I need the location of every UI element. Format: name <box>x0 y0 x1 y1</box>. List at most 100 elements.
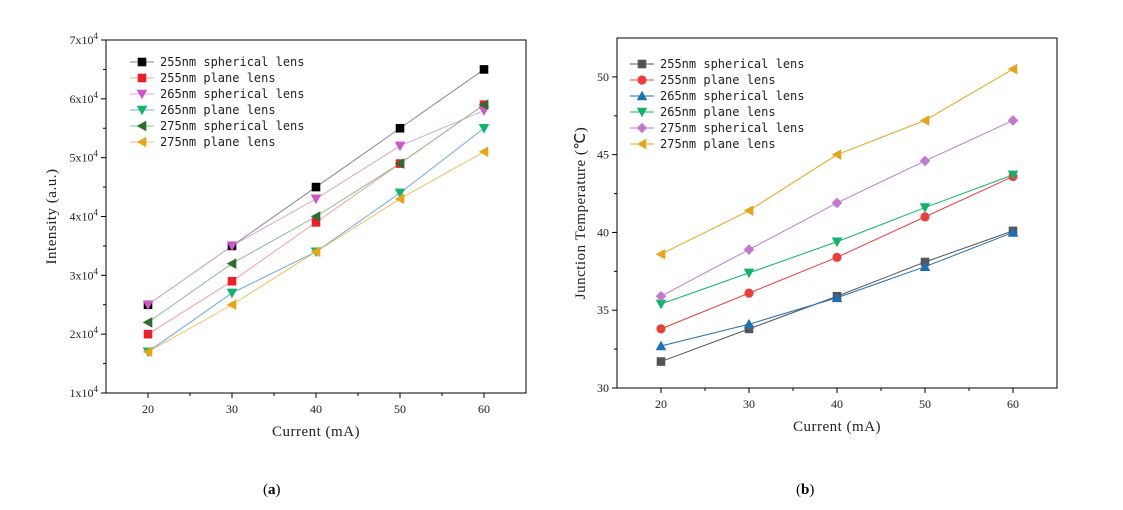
y-axis-label: Intensity (a.u.) <box>44 169 60 265</box>
caption-b-letter: b <box>801 482 810 498</box>
data-point-275nm-spherical-lens <box>1007 115 1019 126</box>
data-point-255nm-plane-lens <box>920 212 930 222</box>
data-point-265nm-plane-lens <box>1007 170 1019 181</box>
x-tick-label: 40 <box>831 397 843 411</box>
y-tick-label: 40 <box>597 225 609 239</box>
data-point-265nm-plane-lens <box>478 123 490 134</box>
data-point-265nm-spherical-lens <box>655 340 667 351</box>
data-point-275nm-plane-lens <box>226 299 237 311</box>
y-tick-base: 4x10 <box>70 210 94 224</box>
y-tick-base: 5x10 <box>70 151 94 165</box>
legend-label: 255nm plane lens <box>660 73 776 87</box>
legend-marker <box>136 120 147 132</box>
caption-a-letter: a <box>268 482 276 498</box>
data-point-275nm-spherical-lens <box>310 211 321 222</box>
data-point-275nm-spherical-lens <box>142 317 153 328</box>
legend-label: 265nm spherical lens <box>160 87 305 101</box>
x-tick-label: 30 <box>743 397 755 411</box>
y-tick-label: 4x104 <box>70 208 99 224</box>
data-point-255nm-plane-lens <box>143 329 153 339</box>
data-point-275nm-spherical-lens <box>226 258 237 269</box>
legend-label: 265nm spherical lens <box>660 89 805 103</box>
x-tick-label: 60 <box>478 402 490 416</box>
data-point-275nm-plane-lens <box>478 146 489 158</box>
y-tick-label: 2x104 <box>70 325 99 341</box>
legend-marker <box>136 136 147 148</box>
y-tick-label: 35 <box>597 303 609 317</box>
legend-marker <box>637 75 647 85</box>
y-tick-base: 6x10 <box>70 92 94 106</box>
y-tick-base: 2x10 <box>70 327 94 341</box>
legend-label: 265nm plane lens <box>660 105 776 119</box>
x-tick-label: 40 <box>310 402 322 416</box>
data-point-255nm-spherical-lens <box>479 65 489 74</box>
data-point-255nm-spherical-lens <box>395 123 405 133</box>
data-point-265nm-plane-lens <box>394 188 406 199</box>
data-point-265nm-spherical-lens <box>310 194 322 205</box>
y-tick-label: 7x104 <box>70 31 99 47</box>
data-point-275nm-spherical-lens <box>478 99 489 111</box>
y-tick-exponent: 4 <box>94 90 99 100</box>
data-point-265nm-plane-lens <box>655 299 667 310</box>
y-tick-exponent: 4 <box>94 31 99 41</box>
legend-marker <box>636 90 648 101</box>
data-point-275nm-spherical-lens <box>655 290 667 302</box>
x-tick-label: 60 <box>1007 397 1019 411</box>
y-tick-base: 3x10 <box>70 268 94 282</box>
legend-label: 255nm spherical lens <box>660 57 805 71</box>
x-tick-label: 50 <box>919 397 931 411</box>
legend-label: 255nm spherical lens <box>160 55 305 69</box>
data-point-275nm-plane-lens <box>655 248 666 260</box>
legend-label: 265nm plane lens <box>160 103 276 117</box>
legend-marker <box>137 57 147 67</box>
x-axis-label: Current (mA) <box>272 424 360 440</box>
legend-marker <box>637 59 647 69</box>
data-point-275nm-spherical-lens <box>831 197 843 209</box>
data-point-255nm-spherical-lens <box>656 357 666 366</box>
x-tick-label: 20 <box>655 397 667 411</box>
data-point-275nm-plane-lens <box>394 193 405 205</box>
data-point-275nm-plane-lens <box>142 346 153 358</box>
data-point-275nm-plane-lens <box>831 149 842 160</box>
legend-marker <box>137 73 147 83</box>
y-tick-base: 7x10 <box>70 33 94 47</box>
x-tick-label: 20 <box>142 402 154 416</box>
data-point-275nm-plane-lens <box>1007 63 1018 75</box>
legend-marker <box>636 122 648 134</box>
data-point-265nm-spherical-lens <box>831 292 843 303</box>
y-tick-exponent: 4 <box>94 325 99 335</box>
data-point-255nm-plane-lens <box>744 288 754 298</box>
chart-a: 20 30 40 50 601x1042x1043x1044x1045x1046x104… <box>44 31 527 440</box>
legend-marker <box>636 138 647 150</box>
data-point-255nm-plane-lens <box>227 276 237 286</box>
legend-label: 275nm plane lens <box>660 137 776 151</box>
x-tick-label: 50 <box>394 402 406 416</box>
data-point-265nm-spherical-lens <box>394 141 406 152</box>
y-tick-exponent: 4 <box>94 384 99 394</box>
y-tick-label: 50 <box>597 70 609 84</box>
caption-a: (a) <box>263 482 281 498</box>
y-axis-label: Junction Temperature (℃) <box>573 127 589 299</box>
data-point-255nm-plane-lens <box>656 324 666 334</box>
caption-b: (b) <box>796 482 815 498</box>
data-point-275nm-plane-lens <box>919 115 930 126</box>
y-tick-label: 5x104 <box>70 149 99 165</box>
y-tick-label: 45 <box>597 148 609 162</box>
legend-label: 275nm spherical lens <box>160 119 305 133</box>
legend-label: 275nm spherical lens <box>660 121 805 135</box>
y-tick-exponent: 4 <box>94 149 99 159</box>
data-point-265nm-plane-lens <box>831 237 843 248</box>
legend-marker <box>136 89 148 100</box>
legend-label: 255nm plane lens <box>160 71 276 85</box>
data-point-275nm-plane-lens <box>310 246 321 258</box>
data-point-265nm-plane-lens <box>226 288 238 299</box>
legend-marker <box>136 105 148 116</box>
chart-b: 20 30 40 50 60 30 35 40 45 50 Current (mA) Junction… <box>573 37 1058 435</box>
y-tick-label: 3x104 <box>70 266 99 282</box>
data-point-255nm-plane-lens <box>311 218 321 227</box>
data-point-255nm-spherical-lens <box>311 182 321 192</box>
data-point-275nm-spherical-lens <box>919 155 931 167</box>
data-point-275nm-spherical-lens <box>743 244 755 255</box>
y-tick-label: 6x104 <box>70 90 99 106</box>
y-tick-label: 30 <box>597 381 609 395</box>
